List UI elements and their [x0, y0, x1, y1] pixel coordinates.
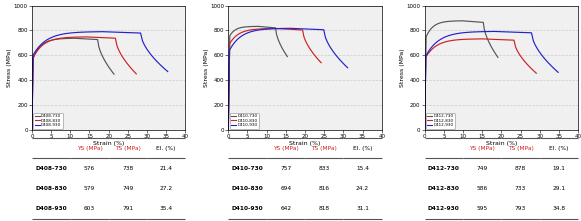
D412-930: [507, 31, 514, 33]
Y-axis label: Stress (MPa): Stress (MPa): [204, 49, 209, 87]
D412-730: [448, 20, 455, 23]
D412-730: [494, 56, 501, 59]
D410-930: [302, 28, 309, 30]
D410-830: [225, 129, 232, 131]
D410-930: [290, 27, 297, 30]
D408-930: [109, 31, 116, 33]
D408-930: [149, 55, 156, 57]
D408-930: [101, 30, 107, 33]
D408-930: [99, 30, 106, 33]
D410-930: [225, 129, 232, 131]
D408-930: [28, 129, 35, 131]
D408-730: [77, 37, 84, 40]
Line: D410-730: D410-730: [228, 26, 288, 130]
D408-830: [85, 36, 92, 38]
D410-730: [225, 129, 232, 131]
D408-830: [95, 36, 102, 39]
D412-730: [459, 19, 466, 22]
D412-830: [520, 59, 527, 61]
D412-930: [421, 129, 428, 131]
D410-830: [259, 28, 266, 30]
Line: D410-830: D410-830: [228, 29, 321, 130]
D412-930: [492, 30, 499, 33]
D408-730: [72, 37, 79, 40]
Line: D408-930: D408-930: [32, 32, 168, 130]
D412-830: [533, 72, 540, 74]
D408-730: [110, 73, 117, 76]
D410-830: [307, 48, 314, 51]
D410-930: [268, 27, 275, 30]
D410-830: [318, 61, 325, 64]
D408-830: [28, 129, 35, 131]
D412-830: [479, 38, 486, 40]
D412-930: [539, 55, 546, 58]
D408-830: [91, 36, 98, 39]
D410-730: [277, 44, 284, 46]
D410-730: [257, 25, 264, 28]
Line: D410-930: D410-930: [228, 28, 347, 130]
D408-730: [71, 37, 78, 40]
D412-930: [490, 30, 497, 33]
D408-730: [81, 38, 88, 40]
Legend: D412-730, D412-830, D412-930: D412-730, D412-830, D412-930: [426, 113, 456, 129]
D408-730: [101, 59, 108, 62]
D412-730: [460, 20, 467, 22]
X-axis label: Strain (%): Strain (%): [93, 141, 124, 146]
D410-730: [246, 25, 253, 28]
Y-axis label: Stress (MPa): Stress (MPa): [8, 49, 12, 87]
D408-830: [84, 36, 91, 38]
D408-730: [58, 37, 65, 40]
D410-730: [260, 25, 267, 28]
Line: D412-930: D412-930: [425, 31, 558, 130]
D412-730: [465, 20, 472, 23]
D412-930: [555, 71, 562, 74]
D408-930: [77, 31, 84, 34]
D412-830: [480, 38, 487, 40]
D412-930: [469, 31, 476, 33]
D410-830: [275, 27, 282, 30]
D412-830: [461, 38, 468, 41]
D412-830: [421, 129, 428, 131]
X-axis label: Strain (%): Strain (%): [289, 141, 321, 146]
D408-830: [121, 58, 128, 61]
D410-730: [256, 25, 263, 28]
D412-730: [421, 129, 428, 131]
D412-730: [461, 20, 468, 22]
Line: D412-830: D412-830: [425, 39, 536, 130]
D412-930: [494, 30, 501, 33]
D410-830: [272, 27, 279, 30]
D408-930: [164, 70, 171, 73]
D408-730: [28, 129, 35, 131]
D412-830: [487, 38, 494, 41]
X-axis label: Strain (%): Strain (%): [486, 141, 517, 146]
D412-730: [486, 42, 493, 45]
D408-830: [83, 36, 89, 38]
D410-730: [254, 25, 261, 28]
Line: D408-730: D408-730: [32, 38, 114, 130]
D412-830: [493, 38, 500, 41]
D412-730: [468, 20, 475, 23]
D410-830: [280, 28, 287, 30]
D408-830: [133, 72, 140, 75]
Legend: D408-730, D408-830, D408-930: D408-730, D408-830, D408-930: [33, 113, 63, 129]
Y-axis label: Stress (MPa): Stress (MPa): [400, 49, 405, 87]
D410-930: [286, 27, 293, 30]
D410-930: [296, 27, 303, 30]
D408-830: [66, 36, 73, 39]
D412-930: [501, 30, 508, 33]
D410-930: [288, 27, 295, 30]
D410-730: [263, 26, 270, 29]
D412-830: [482, 38, 489, 40]
D408-930: [116, 31, 123, 34]
D410-830: [285, 28, 292, 30]
Line: D408-830: D408-830: [32, 37, 137, 130]
Legend: D410-730, D410-830, D410-930: D410-730, D410-830, D410-930: [229, 113, 259, 129]
D408-930: [103, 30, 110, 33]
D410-930: [331, 51, 338, 54]
D410-830: [274, 27, 281, 30]
D408-730: [73, 37, 80, 40]
Line: D412-730: D412-730: [425, 21, 498, 130]
D410-730: [284, 55, 291, 58]
D410-930: [344, 67, 351, 69]
